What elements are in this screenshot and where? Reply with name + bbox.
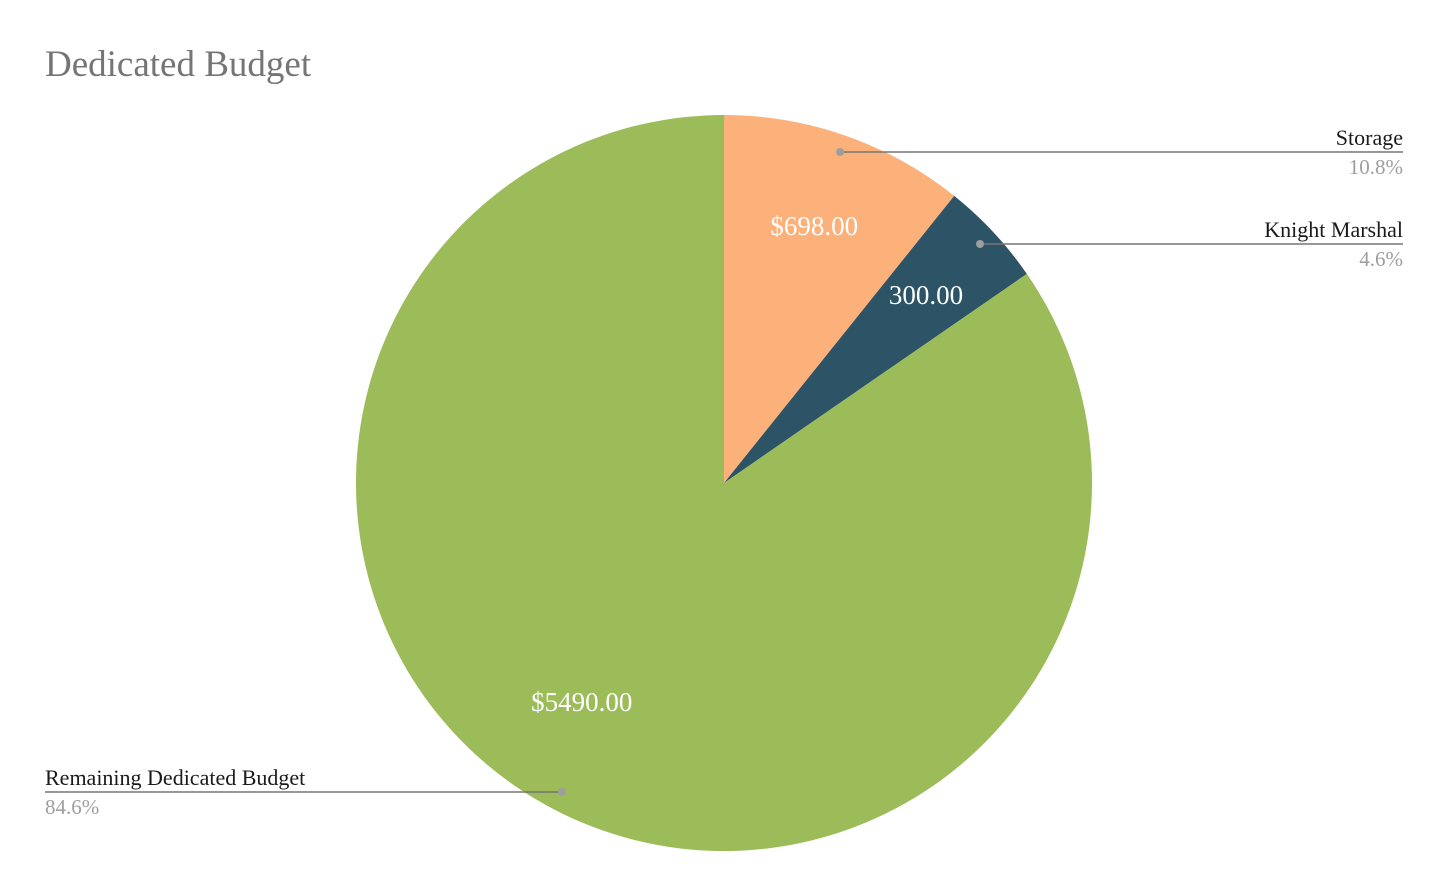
legend-name-storage: Storage (1336, 125, 1403, 150)
pie-slice-remaining-dedicated-budget (356, 115, 1092, 851)
slice-value-label-remaining-dedicated-budget: $5490.00 (531, 687, 632, 717)
legend-name-knight-marshal: Knight Marshal (1264, 217, 1403, 242)
legend-percent-storage: 10.8% (1349, 155, 1403, 179)
legend-callout-knight-marshal: Knight Marshal 4.6% (976, 217, 1403, 271)
slice-value-label-knight-marshal: 300.00 (889, 280, 963, 310)
pie-slices (356, 115, 1092, 851)
leader-dot-storage (836, 148, 844, 156)
legend-callout-remaining-dedicated-budget: Remaining Dedicated Budget 84.6% (45, 765, 566, 819)
leader-dot-knight-marshal (976, 240, 984, 248)
slice-value-label-storage: $698.00 (770, 211, 858, 241)
pie-slice-storage (724, 115, 955, 483)
legend-callout-storage: Storage 10.8% (836, 125, 1403, 179)
slice-value-labels: $698.00 300.00 $5490.00 (531, 211, 963, 717)
legend-percent-knight-marshal: 4.6% (1359, 247, 1403, 271)
legend-name-remaining-dedicated-budget: Remaining Dedicated Budget (45, 765, 305, 790)
leader-dot-remaining-dedicated-budget (558, 788, 566, 796)
pie-slice-knight-marshal (724, 195, 1027, 483)
legend-callouts: Storage 10.8% Knight Marshal 4.6% Remaining … (45, 125, 1403, 819)
chart-title: Dedicated Budget (45, 44, 312, 85)
legend-percent-remaining-dedicated-budget: 84.6% (45, 795, 99, 819)
